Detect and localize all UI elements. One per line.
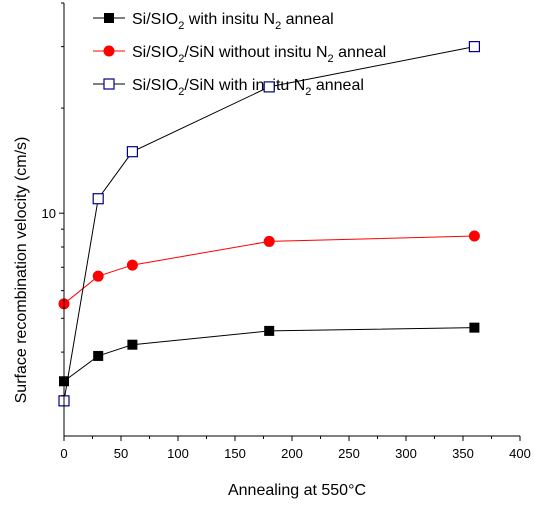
y-tick-label: 10 <box>42 206 56 221</box>
data-point <box>468 230 480 242</box>
x-tick-label: 400 <box>509 446 531 461</box>
data-point <box>127 339 138 350</box>
data-point <box>92 270 104 282</box>
legend-label: Si/SIO2/SiN without insitu N2 anneal <box>132 44 386 65</box>
x-tick-label: 250 <box>338 446 360 461</box>
x-tick-label: 200 <box>281 446 303 461</box>
series-layer <box>58 41 480 407</box>
series-line <box>63 46 475 401</box>
x-tick-label: 150 <box>224 446 246 461</box>
x-tick-label: 50 <box>114 446 128 461</box>
x-tick-label: 350 <box>452 446 474 461</box>
x-tick-label: 0 <box>60 446 67 461</box>
legend-item-1: Si/SIO2 with insitu N2 anneal <box>93 11 334 32</box>
x-tick-label: 300 <box>395 446 417 461</box>
data-point <box>468 41 480 53</box>
data-point <box>263 235 275 247</box>
series-2 <box>58 230 480 310</box>
legend-label: Si/SIO2/SiN with insitu N2 anneal <box>132 77 364 98</box>
legend-item-2: Si/SIO2/SiN without insitu N2 anneal <box>93 44 386 65</box>
data-point <box>469 322 480 333</box>
legend-marker <box>103 78 115 90</box>
data-point <box>126 259 138 271</box>
axes: 0 50 100 150 200 250 300 350 400 10 <box>42 2 531 461</box>
legend-marker <box>104 13 114 23</box>
x-tick-label: 100 <box>167 446 189 461</box>
legend: Si/SIO2 with insitu N2 anneal Si/SIO2/SiN… <box>93 11 386 98</box>
y-axis-label: Surface recombination velocity (cm/s) <box>13 137 30 404</box>
series-3 <box>58 41 480 407</box>
x-axis-label: Annealing at 550°C <box>228 482 366 499</box>
data-point <box>93 350 104 361</box>
legend-label: Si/SIO2 with insitu N2 anneal <box>132 11 334 32</box>
data-point <box>263 81 275 93</box>
data-point <box>126 146 139 158</box>
data-point <box>264 325 275 336</box>
data-point <box>92 193 104 205</box>
legend-marker <box>103 45 115 57</box>
series-1 <box>59 322 480 387</box>
legend-item-3: Si/SIO2/SiN with insitu N2 anneal <box>93 77 364 98</box>
